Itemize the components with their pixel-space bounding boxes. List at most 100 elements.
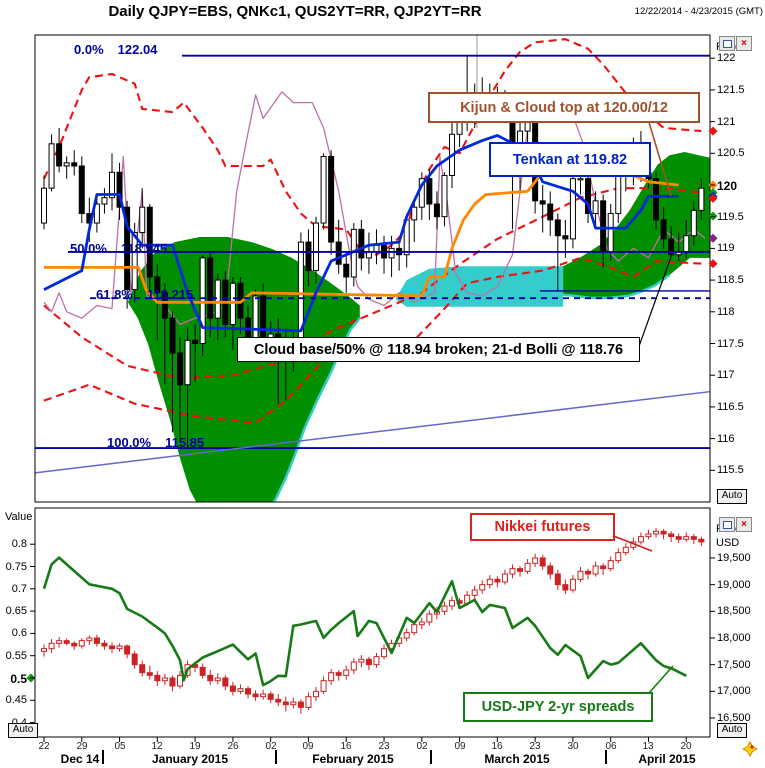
- month-label: Dec 14: [60, 752, 100, 766]
- day-tick[interactable]: 19: [189, 741, 201, 752]
- candle: [184, 327, 191, 449]
- candle: [350, 223, 357, 287]
- fib-percent: 61.8%: [96, 287, 133, 302]
- day-tick[interactable]: 12: [151, 741, 163, 752]
- candle: [154, 671, 161, 687]
- candle: [365, 232, 372, 274]
- tenkan-annotation[interactable]: Tenkan at 119.82: [489, 142, 651, 177]
- value-tick: 0.45: [5, 694, 27, 706]
- candle: [343, 665, 350, 680]
- month-label: April 2015: [638, 752, 696, 766]
- spread-line: [42, 556, 687, 687]
- candle: [690, 200, 697, 246]
- candle: [381, 235, 388, 274]
- candle: [547, 562, 554, 580]
- lower-restore-button[interactable]: [719, 517, 735, 532]
- candle: [237, 684, 244, 695]
- candle: [86, 635, 93, 645]
- candle: [207, 670, 214, 685]
- candle: [169, 311, 176, 433]
- price-tick: 117: [717, 369, 735, 381]
- day-tick[interactable]: 23: [378, 741, 390, 752]
- day-tick[interactable]: 05: [114, 741, 126, 752]
- price-tick: 120: [717, 179, 738, 193]
- candle: [373, 652, 380, 668]
- price-tick: 118: [717, 306, 735, 318]
- candle: [471, 585, 478, 600]
- candle: [403, 628, 410, 642]
- lower-close-button[interactable]: ×: [736, 517, 752, 532]
- day-tick[interactable]: 20: [680, 741, 692, 752]
- candle: [313, 216, 320, 284]
- fib-label: 0.0% 122.04: [74, 42, 157, 57]
- day-tick[interactable]: 26: [227, 741, 239, 752]
- cloud-base-annotation[interactable]: Cloud base/50% @ 118.94 broken; 21-d Bol…: [237, 337, 640, 362]
- value-tick: 0.75: [5, 561, 27, 573]
- candle: [267, 691, 274, 704]
- candle: [116, 643, 123, 652]
- candle: [698, 536, 705, 547]
- upper-close-button[interactable]: ×: [736, 36, 752, 51]
- candle: [93, 634, 100, 647]
- candle: [297, 699, 304, 714]
- candle: [441, 172, 448, 227]
- day-tick[interactable]: 16: [340, 741, 352, 752]
- candle: [592, 561, 599, 577]
- price-usd-tick: 16,500: [717, 712, 751, 724]
- day-tick[interactable]: 13: [642, 741, 654, 752]
- candle: [426, 610, 433, 626]
- bollinger-band: [43, 256, 702, 424]
- candle: [161, 283, 168, 385]
- kijun-annotation[interactable]: Kijun & Cloud top at 120.00/12: [428, 92, 700, 123]
- candle: [441, 601, 448, 616]
- value-tick: 0.65: [5, 605, 27, 617]
- candle: [660, 207, 667, 249]
- lower-left-auto-button[interactable]: Auto: [8, 723, 38, 738]
- candle: [585, 568, 592, 580]
- candle: [517, 565, 524, 577]
- price-usd-tick: 18,500: [717, 605, 751, 617]
- fib-percent: 0.0%: [74, 42, 104, 57]
- lower-right-auto-button[interactable]: Auto: [717, 723, 747, 738]
- candle: [433, 191, 440, 230]
- candle: [569, 172, 576, 249]
- upper-panel-border: [34, 34, 711, 503]
- day-tick[interactable]: 23: [529, 741, 541, 752]
- fib-value: 118.945: [120, 241, 168, 256]
- value-axis-label: Value: [5, 511, 33, 523]
- month-label: February 2015: [312, 752, 394, 766]
- restore-icon: [722, 39, 732, 48]
- candle: [494, 576, 501, 588]
- candle: [615, 548, 622, 564]
- fib-label: 61.8% 118.215: [96, 287, 193, 302]
- price-tick: 119.5: [717, 211, 744, 223]
- day-tick[interactable]: 29: [76, 741, 88, 752]
- day-tick[interactable]: 09: [302, 741, 314, 752]
- day-tick[interactable]: 22: [38, 741, 50, 752]
- candle: [479, 580, 486, 594]
- candle: [335, 219, 342, 274]
- day-tick[interactable]: 02: [265, 741, 277, 752]
- candle: [71, 150, 78, 176]
- candle: [592, 191, 599, 227]
- day-tick[interactable]: 02: [416, 741, 428, 752]
- month-separator: [605, 750, 607, 764]
- candle: [328, 150, 335, 255]
- status-icon[interactable]: [742, 741, 758, 757]
- candle: [653, 528, 660, 538]
- day-tick[interactable]: 06: [605, 741, 617, 752]
- day-tick[interactable]: 16: [491, 741, 503, 752]
- day-tick[interactable]: 30: [567, 741, 579, 752]
- day-tick[interactable]: 09: [454, 741, 466, 752]
- candle: [41, 644, 47, 657]
- spreads-label[interactable]: USD-JPY 2-yr spreads: [463, 692, 653, 722]
- upper-restore-button[interactable]: [719, 36, 735, 51]
- candle: [335, 670, 342, 681]
- nikkei-label[interactable]: Nikkei futures: [470, 513, 615, 541]
- candle: [199, 254, 206, 357]
- candle: [146, 665, 153, 680]
- candle: [192, 324, 199, 382]
- candle: [124, 200, 131, 309]
- upper-auto-button[interactable]: Auto: [717, 489, 747, 504]
